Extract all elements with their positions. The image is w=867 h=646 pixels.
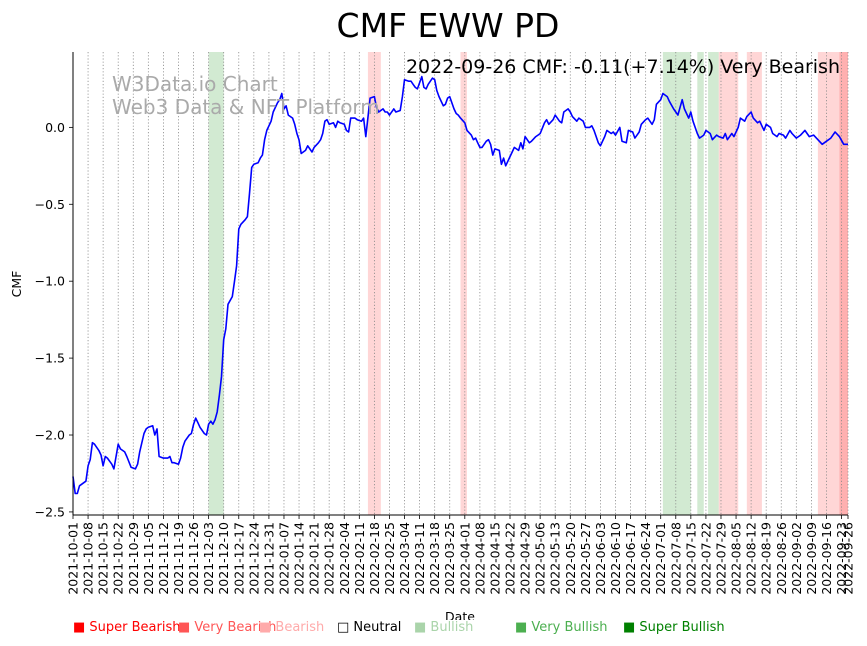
y-tick-label-2: −1.0 (35, 274, 65, 289)
x-tick-label-6: 2021-11-12 (156, 522, 171, 595)
watermark-line-1: W3Data.io Chart (112, 72, 278, 96)
x-tick-label-12: 2021-12-24 (246, 522, 261, 595)
x-tick-label-49: 2022-09-09 (804, 522, 819, 595)
legend-super-bearish: ■ Super Bearish (73, 620, 181, 635)
x-tick-label-51: 2022-09-23 (834, 522, 849, 595)
y-tick-label-4: −2.0 (35, 428, 65, 443)
x-tick-label-47: 2022-08-26 (774, 522, 789, 595)
x-tick-label-18: 2022-02-04 (337, 522, 352, 595)
signal-band-4 (697, 52, 704, 515)
y-tick-label-5: −2.5 (35, 504, 65, 519)
x-tick-label-31: 2022-05-06 (533, 522, 548, 595)
x-tick-label-8: 2021-11-26 (186, 522, 201, 595)
series-line-cmf (72, 75, 848, 495)
x-tick-label-27: 2022-04-08 (472, 522, 487, 595)
x-tick-label-28: 2022-04-15 (487, 522, 502, 595)
x-tick-label-14: 2022-01-07 (276, 522, 291, 595)
x-tick-label-2: 2021-10-15 (96, 522, 111, 595)
signal-band-7 (746, 52, 762, 515)
date-gridlines (72, 52, 849, 515)
legend-bearish: ■ Bearish (259, 620, 325, 635)
signal-band-5 (708, 52, 719, 515)
series-layer (72, 75, 848, 495)
x-tick-label-21: 2022-02-25 (382, 522, 397, 595)
axes (72, 52, 848, 516)
x-tick-label-40: 2022-07-08 (668, 522, 683, 595)
signal-bands (208, 52, 848, 515)
x-tick-label-37: 2022-06-17 (623, 522, 638, 595)
x-tick-label-15: 2022-01-14 (292, 522, 307, 595)
x-tick-label-38: 2022-06-24 (638, 522, 653, 595)
x-tick-label-0: 2021-10-01 (66, 522, 81, 595)
x-tick-label-20: 2022-02-18 (367, 522, 382, 595)
watermark-line-2: Web3 Data & NFT Platform (112, 95, 380, 119)
signal-band-8 (817, 52, 840, 515)
x-tick-label-45: 2022-08-12 (744, 522, 759, 595)
y-tick-label-1: −0.5 (35, 197, 65, 212)
x-tick-label-39: 2022-07-01 (653, 522, 668, 595)
x-tick-label-17: 2022-01-28 (322, 522, 337, 595)
legend-bullish: ■ Bullish (414, 620, 474, 635)
x-tick-label-48: 2022-09-02 (789, 522, 804, 595)
x-tick-label-42: 2022-07-22 (698, 522, 713, 595)
x-tick-label-7: 2021-11-19 (171, 522, 186, 595)
signal-legend: ■ Super Bearish ■ Very Bearish ■ Bearish… (0, 620, 867, 640)
legend-super-bullish: ■ Super Bullish (623, 620, 725, 635)
x-tick-label-44: 2022-08-05 (729, 522, 744, 595)
x-tick-label-52: 2022-09-26 (841, 522, 856, 595)
x-tick-label-16: 2022-01-21 (307, 522, 322, 595)
x-tick-label-41: 2022-07-15 (683, 522, 698, 595)
x-axis-label: Date (445, 609, 475, 620)
signal-band-2 (460, 52, 467, 515)
y-tick-label-0: 0.0 (45, 120, 65, 135)
x-tick-labels: 2021-10-01 2021-10-08 2021-10-15 2021-10-22… (66, 515, 856, 595)
legend-neutral: □ Neutral (337, 620, 402, 635)
cmf-chart: 2021-10-01 2021-10-08 2021-10-15 2021-10-22… (9, 6, 856, 620)
x-tick-label-3: 2021-10-22 (111, 522, 126, 595)
x-tick-label-35: 2022-06-03 (593, 522, 608, 595)
x-tick-label-26: 2022-04-01 (457, 522, 472, 595)
x-tick-label-36: 2022-06-10 (608, 522, 623, 595)
x-tick-label-50: 2022-09-16 (819, 522, 834, 595)
signal-band-6 (718, 52, 739, 515)
chart-title: CMF EWW PD (337, 6, 560, 45)
signal-band-3 (662, 52, 691, 515)
signal-band-9 (839, 52, 848, 515)
x-tick-label-13: 2021-12-31 (261, 522, 276, 595)
x-tick-label-1: 2021-10-08 (81, 522, 96, 595)
x-tick-label-19: 2022-02-11 (352, 522, 367, 595)
x-tick-label-46: 2022-08-19 (759, 522, 774, 595)
y-tick-label-3: −1.5 (35, 351, 65, 366)
x-tick-label-30: 2022-04-29 (518, 522, 533, 595)
signal-band-0 (208, 52, 224, 515)
status-readout: 2022-09-26 CMF: -0.11(+7.14%) Very Beari… (406, 56, 840, 78)
legend-very-bullish: ■ Very Bullish (515, 620, 608, 635)
legend-very-bearish: ■ Very Bearish (178, 620, 277, 635)
x-tick-label-23: 2022-03-11 (412, 522, 427, 595)
x-tick-label-34: 2022-05-27 (578, 522, 593, 595)
x-tick-label-43: 2022-07-29 (713, 522, 728, 595)
x-tick-label-11: 2021-12-17 (231, 522, 246, 595)
x-tick-label-25: 2022-03-25 (442, 522, 457, 595)
x-tick-label-10: 2021-12-10 (216, 522, 231, 595)
x-tick-label-5: 2021-11-05 (141, 522, 156, 595)
x-tick-label-4: 2021-10-29 (126, 522, 141, 595)
x-tick-label-9: 2021-12-03 (201, 522, 216, 595)
x-tick-label-22: 2022-03-04 (397, 522, 412, 595)
y-axis-label: CMF (9, 271, 24, 298)
x-tick-label-32: 2022-05-13 (548, 522, 563, 595)
x-tick-label-33: 2022-05-20 (563, 522, 578, 595)
x-tick-label-24: 2022-03-18 (427, 522, 442, 595)
x-tick-label-29: 2022-04-22 (503, 522, 518, 595)
y-tick-labels: 0.0 −0.5 −1.0 −1.5 −2.0 −2.5 (35, 120, 73, 519)
